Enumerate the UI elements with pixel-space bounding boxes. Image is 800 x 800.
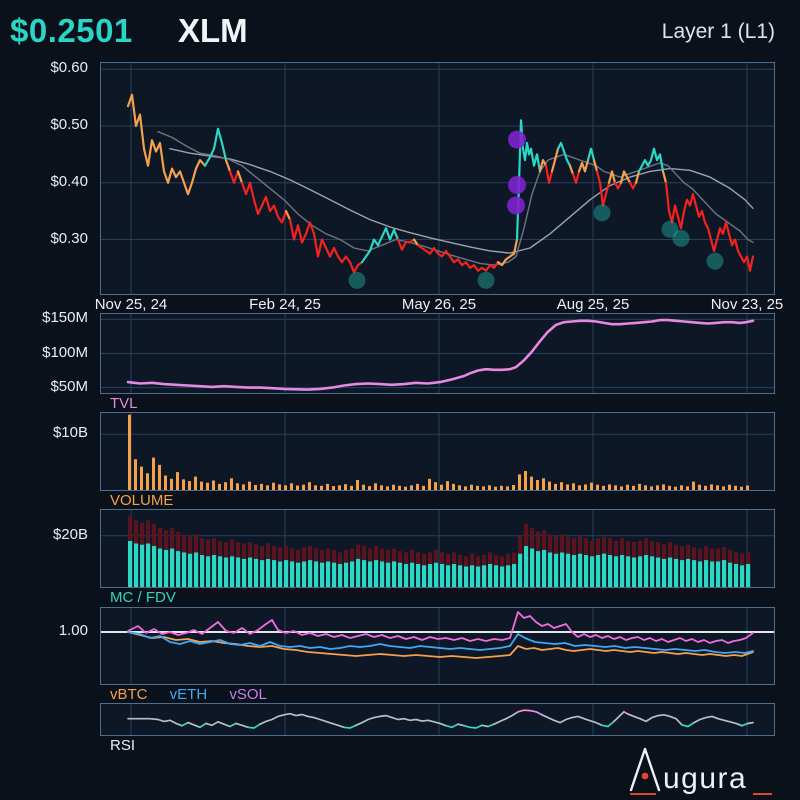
- mc-fdv-label: MC / FDV: [110, 589, 176, 606]
- volume-y-axis: $10B: [0, 412, 94, 491]
- x-axis-label: Aug 25, 25: [556, 296, 630, 313]
- y-tick-label: $0.30: [50, 229, 88, 247]
- price-chart-panel: $0.60 $0.50 $0.40 $0.30: [0, 59, 800, 295]
- rsi-panel: [0, 703, 800, 736]
- x-axis-label: Feb 24, 25: [249, 296, 321, 313]
- price-chart-plot[interactable]: [100, 62, 775, 295]
- rsi-plot[interactable]: [100, 703, 775, 736]
- tvl-y-axis: $150M $100M $50M: [0, 309, 94, 395]
- tvl-label: TVL: [110, 395, 138, 412]
- volume-plot[interactable]: [100, 412, 775, 491]
- logo-text: ugura: [663, 762, 747, 795]
- header: $0.2501 XLM Layer 1 (L1): [0, 0, 800, 56]
- x-axis-labels: Nov 25, 24 Feb 24, 25 May 26, 25 Aug 25, 25…: [0, 296, 800, 314]
- y-tick-label: $0.50: [50, 116, 88, 133]
- y-tick-label: $150M: [42, 309, 88, 327]
- x-axis-label: Nov 23, 25: [710, 296, 784, 313]
- augura-logo: ugura: [629, 747, 772, 795]
- legend-vsol[interactable]: vSOL: [229, 686, 267, 703]
- y-tick-label: $50M: [50, 377, 88, 395]
- x-axis-label: May 26, 25: [401, 296, 477, 313]
- ratio-legend: vBTC vETH vSOL: [110, 686, 285, 703]
- mc-fdv-panel: $20B: [0, 509, 800, 588]
- y-tick-label: $10B: [52, 424, 88, 442]
- y-tick-label: $0.60: [50, 59, 88, 77]
- x-axis-label: Nov 25, 24: [94, 296, 168, 313]
- legend-vbtc[interactable]: vBTC: [110, 686, 148, 703]
- mc-fdv-y-axis: $20B: [0, 509, 94, 588]
- logo-dot-icon: [641, 772, 649, 780]
- rsi-y-axis: [0, 703, 94, 736]
- token-category: Layer 1 (L1): [661, 20, 775, 43]
- tvl-panel: $150M $100M $50M: [0, 309, 800, 395]
- y-tick-label: $0.40: [50, 172, 88, 190]
- tvl-plot[interactable]: [100, 313, 775, 394]
- volume-label: VOLUME: [110, 492, 174, 509]
- token-symbol: XLM: [178, 12, 248, 49]
- y-tick-label: $100M: [42, 343, 88, 361]
- price-y-axis: $0.60 $0.50 $0.40 $0.30: [0, 59, 94, 295]
- mc-fdv-plot[interactable]: [100, 509, 775, 588]
- legend-veth[interactable]: vETH: [169, 686, 208, 703]
- y-tick-label: $20B: [52, 525, 88, 543]
- ratios-y-axis: 1.00: [0, 607, 94, 685]
- ratios-panel: 1.00: [0, 607, 800, 685]
- logo-triangle-icon: [629, 747, 661, 792]
- ratios-plot[interactable]: [100, 607, 775, 685]
- y-tick-label: 1.00: [58, 622, 88, 639]
- volume-panel: $10B: [0, 412, 800, 491]
- rsi-label: RSI: [110, 737, 136, 754]
- token-price: $0.2501: [10, 12, 133, 49]
